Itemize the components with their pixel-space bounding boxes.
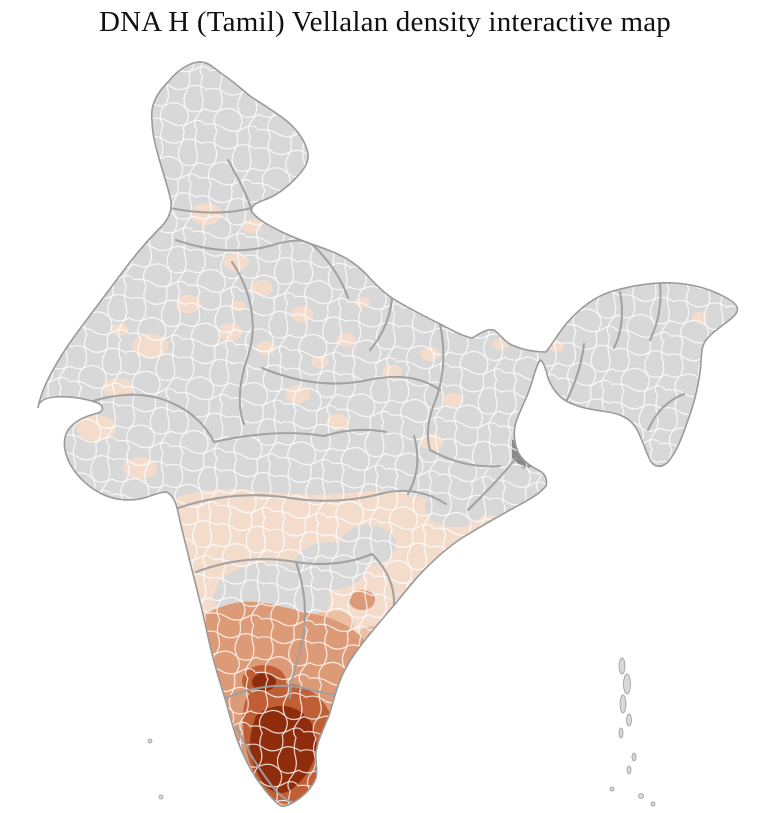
state-boundary-lines [88,158,686,805]
map-title: DNA H (Tamil) Vellalan density interacti… [99,6,671,38]
andaman-nicobar-islands[interactable] [609,657,656,807]
lakshadweep-islands[interactable] [147,738,164,800]
